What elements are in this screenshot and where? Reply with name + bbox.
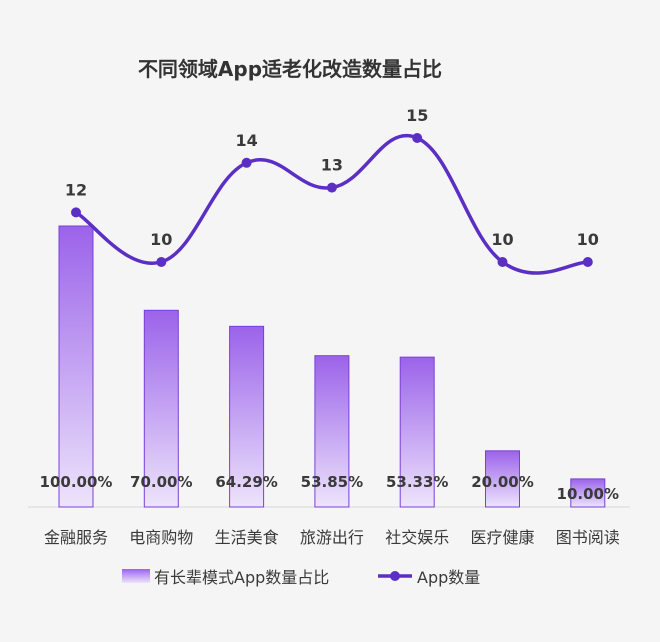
bar — [229, 325, 265, 508]
line-data-label: 12 — [65, 180, 87, 199]
bar-data-label: 100.00% — [40, 473, 113, 491]
bar — [485, 450, 520, 508]
line-point — [71, 207, 81, 218]
x-axis-tick-labels: 金融服务 电商购物 生活美食 旅游出行 社交娱乐 医疗健康 图书阅读 — [44, 528, 620, 547]
line-data-label: 15 — [406, 106, 428, 125]
x-tick-label: 社交娱乐 — [385, 528, 449, 547]
x-tick-label: 金融服务 — [44, 528, 108, 547]
legend-bar-label: 有长辈模式App数量占比 — [154, 568, 329, 587]
bar-series — [58, 225, 606, 508]
x-tick-label: 电商购物 — [129, 528, 193, 547]
bar-data-labels: 100.00% 70.00% 64.29% 53.85% 53.33% 20.00% 10.… — [40, 473, 620, 503]
bar — [399, 356, 435, 508]
line-series-points — [71, 133, 593, 267]
bar — [58, 225, 94, 508]
bar-data-label: 70.00% — [130, 473, 192, 491]
legend-line-marker — [390, 571, 400, 581]
x-tick-label: 图书阅读 — [556, 528, 620, 547]
line-point — [241, 157, 252, 168]
line-data-label: 10 — [150, 230, 172, 249]
line-data-label: 10 — [491, 230, 513, 249]
bar-data-label: 53.33% — [386, 473, 448, 491]
bar-data-label: 10.00% — [557, 485, 619, 503]
bar — [143, 309, 179, 508]
x-tick-label: 医疗健康 — [470, 528, 534, 547]
bar — [314, 355, 350, 508]
x-tick-label: 生活美食 — [215, 528, 279, 547]
line-point — [326, 182, 337, 193]
line-data-label: 14 — [235, 131, 257, 150]
legend-line-label: App数量 — [417, 568, 480, 587]
chart-title: 不同领域App适老化改造数量占比 — [138, 57, 442, 81]
line-point — [582, 257, 593, 267]
bar-data-label: 20.00% — [471, 473, 533, 491]
bar — [570, 478, 606, 508]
line-point — [412, 133, 423, 143]
bar-data-label: 64.29% — [215, 473, 277, 491]
bar-data-label: 53.85% — [301, 473, 363, 491]
line-data-label: 10 — [577, 230, 599, 249]
legend: 有长辈模式App数量占比 App数量 — [122, 568, 480, 587]
line-point — [156, 257, 167, 267]
legend-bar-swatch — [122, 569, 150, 583]
line-data-label: 13 — [321, 156, 343, 175]
line-data-labels: 12 10 14 13 15 10 10 — [65, 106, 599, 249]
line-point — [497, 257, 508, 267]
x-tick-label: 旅游出行 — [300, 528, 364, 547]
